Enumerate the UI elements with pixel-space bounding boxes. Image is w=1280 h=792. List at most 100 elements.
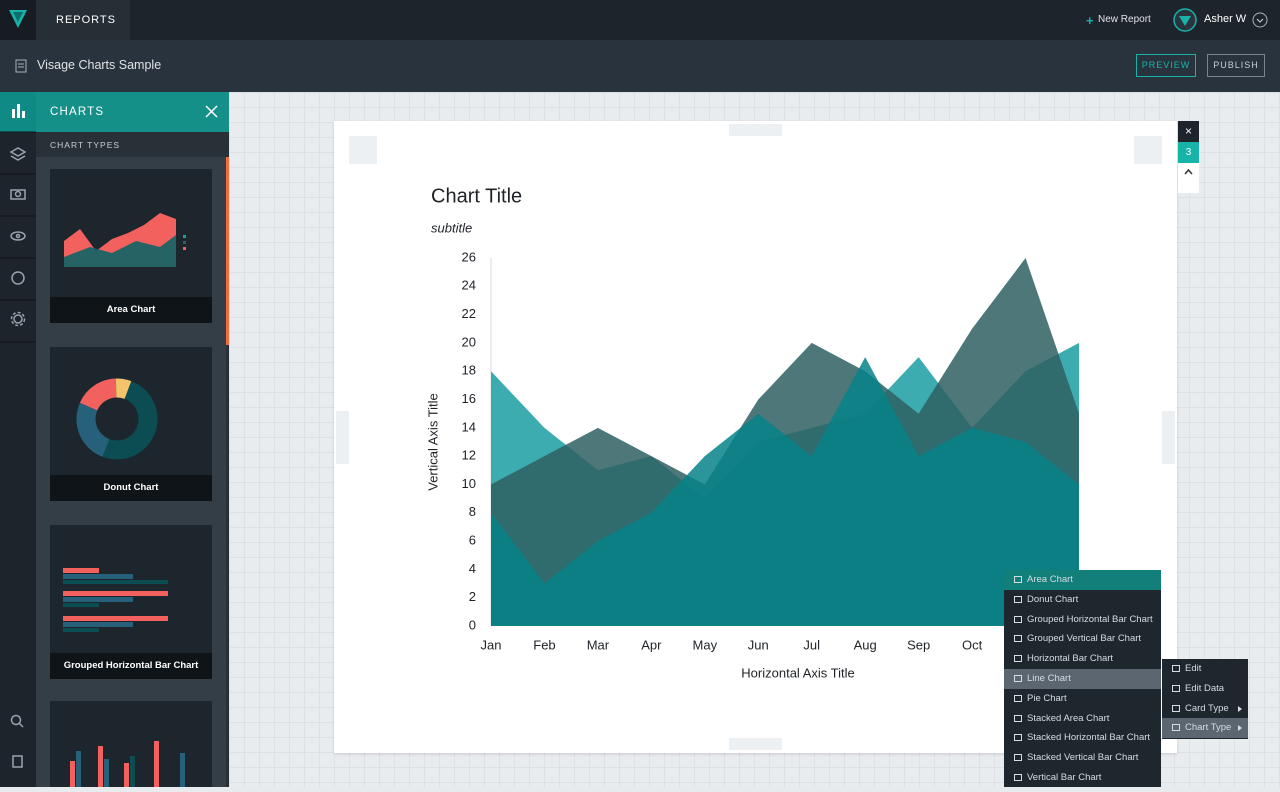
scroll-indicator: [226, 157, 229, 345]
panel-item-label[interactable]: Donut Chart: [50, 475, 212, 501]
menu-icon: [1172, 704, 1180, 712]
logo[interactable]: [0, 0, 36, 40]
menu-item[interactable]: Donut Chart: [1004, 590, 1161, 610]
resize-handle[interactable]: [729, 738, 782, 750]
toolbar: Visage Charts Sample PREVIEW PUBLISH: [0, 40, 1280, 92]
rail-icons: [0, 92, 36, 768]
preview-button[interactable]: PREVIEW: [1136, 54, 1196, 77]
x-tick-label: Jul: [803, 637, 820, 652]
panel-close[interactable]: [204, 104, 220, 120]
menu-label: Vertical Bar Chart: [1027, 772, 1102, 783]
plus-icon: +: [1086, 13, 1094, 28]
menu-item[interactable]: Grouped Horizontal Bar Chart: [1004, 610, 1161, 630]
menu-icon: [1014, 714, 1022, 722]
y-tick-label: 22: [462, 306, 476, 321]
bar-thumb[interactable]: [50, 525, 212, 653]
doc-icon: [15, 59, 27, 73]
x-tick-label: May: [693, 637, 718, 652]
menu-label: Chart Type: [1185, 722, 1232, 734]
x-tick-label: Jan: [481, 637, 502, 652]
move-button[interactable]: [349, 136, 377, 164]
donut-thumb[interactable]: [50, 347, 212, 475]
x-tick-label: Sep: [907, 637, 930, 652]
menu-item[interactable]: Stacked Vertical Bar Chart: [1004, 748, 1161, 768]
menu-item[interactable]: Grouped Vertical Bar Chart: [1004, 629, 1161, 649]
panel-item-label[interactable]: Area Chart: [50, 297, 212, 323]
chevron: [1184, 168, 1193, 175]
chart-title: Chart Title: [431, 185, 522, 207]
chart-subtitle: subtitle: [431, 220, 472, 235]
area: [491, 357, 1079, 626]
panel-title: CHARTS: [36, 92, 229, 132]
menu-icon: [1014, 754, 1022, 762]
menu-item[interactable]: Line Chart: [1004, 669, 1161, 689]
thumb-art: [70, 741, 185, 787]
menu-icon: [1014, 774, 1022, 781]
icon-rail: [0, 92, 36, 787]
avatar[interactable]: [1173, 8, 1197, 32]
menu-item[interactable]: Card Type: [1162, 699, 1248, 719]
section-tab[interactable]: REPORTS: [36, 0, 130, 40]
menu-item[interactable]: Horizontal Bar Chart: [1004, 649, 1161, 669]
x-tick-label: Jun: [748, 637, 769, 652]
menu-label: Grouped Vertical Bar Chart: [1027, 633, 1142, 645]
y-tick-label: 14: [462, 419, 476, 434]
menu-label: Line Chart: [1027, 673, 1071, 684]
menu-item[interactable]: Edit Data: [1162, 679, 1248, 699]
column-thumb[interactable]: [50, 701, 212, 787]
menu-icon: [1014, 655, 1022, 663]
menu-label: Donut Chart: [1027, 593, 1079, 605]
thumb-art: [64, 213, 186, 267]
y-tick-label: 8: [469, 504, 476, 519]
menu-label: Horizontal Bar Chart: [1027, 653, 1114, 665]
menu-icon: [1172, 724, 1180, 732]
chart: Chart Title subtitle Vertical Axis Title…: [425, 185, 1079, 680]
resize-handle[interactable]: [729, 124, 782, 136]
y-tick-label: 12: [462, 448, 476, 463]
menu-icon: [1014, 694, 1022, 702]
panel-item-label[interactable]: Grouped Horizontal Bar Chart: [50, 653, 212, 679]
user-dropdown[interactable]: [1252, 12, 1268, 28]
submenu-arrow: [1238, 705, 1242, 712]
y-tick-label: 0: [469, 617, 476, 632]
menu-item[interactable]: Vertical Bar Chart: [1004, 768, 1161, 788]
menu-icon: [1014, 635, 1022, 643]
card-close[interactable]: ×: [1178, 121, 1199, 142]
menu-label: Stacked Horizontal Bar Chart: [1027, 732, 1151, 744]
x-axis-title: Horizontal Axis Title: [741, 665, 854, 680]
logo-icon: [9, 10, 27, 28]
menu-label: Stacked Area Chart: [1027, 712, 1110, 724]
menu-label: Area Chart: [1027, 574, 1073, 585]
menu-item[interactable]: Edit: [1162, 659, 1248, 679]
menu-icon: [1172, 684, 1180, 692]
menu-icon: [1014, 595, 1022, 603]
menu-label: Card Type: [1185, 702, 1229, 714]
y-tick-label: 4: [469, 561, 476, 576]
y-tick-label: 16: [462, 391, 476, 406]
menu-item[interactable]: Stacked Horizontal Bar Chart: [1004, 728, 1161, 748]
menu-item[interactable]: Chart Type: [1162, 718, 1248, 739]
context-menu: Area Chart Donut Chart Grouped Horizontal …: [1004, 570, 1161, 787]
area-thumb[interactable]: [50, 169, 212, 297]
menu-label: Edit Data: [1185, 682, 1225, 694]
publish-button[interactable]: PUBLISH: [1207, 54, 1265, 77]
menu-item[interactable]: Stacked Area Chart: [1004, 709, 1161, 729]
menu-item[interactable]: Pie Chart: [1004, 689, 1161, 709]
new-report[interactable]: New Report: [1098, 14, 1151, 25]
y-tick-label: 2: [469, 589, 476, 604]
menu-icon: [1014, 734, 1022, 742]
user-name[interactable]: Asher W: [1204, 13, 1247, 25]
document-title: Visage Charts Sample: [37, 58, 162, 72]
card-collapse[interactable]: [1178, 163, 1199, 193]
delete-button[interactable]: [1134, 136, 1162, 164]
resize-handle[interactable]: [336, 411, 349, 464]
menu-item[interactable]: Area Chart: [1004, 570, 1161, 590]
submenu-arrow: [1238, 725, 1242, 732]
y-axis-title: Vertical Axis Title: [425, 393, 440, 491]
resize-handle[interactable]: [1162, 411, 1175, 464]
menu-icon: [1014, 576, 1022, 583]
y-tick-label: 20: [462, 334, 476, 349]
x-tick-label: Oct: [962, 637, 983, 652]
card-badge[interactable]: 3: [1178, 142, 1199, 163]
